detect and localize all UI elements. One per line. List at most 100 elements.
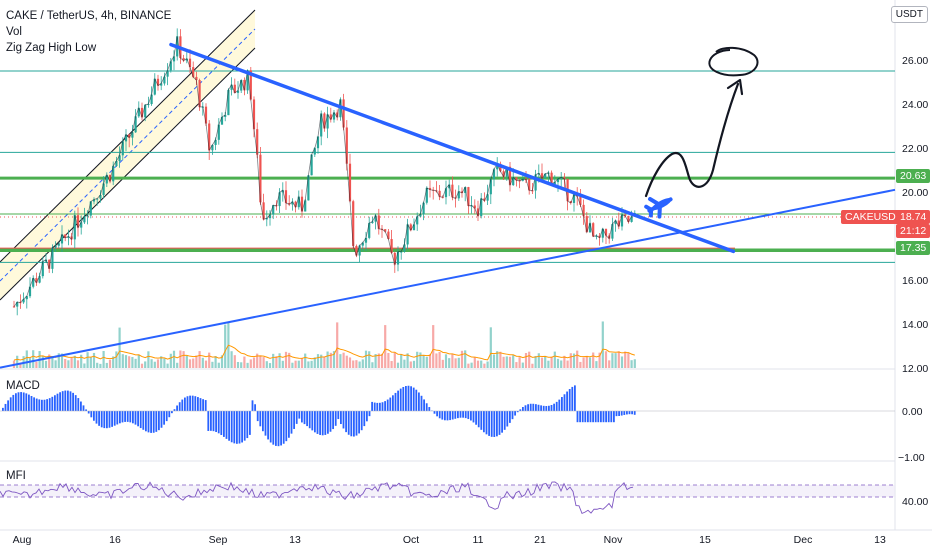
macd-bar <box>399 388 402 411</box>
mfi-band <box>0 485 895 497</box>
symbol-title[interactable]: CAKE / TetherUS, 4h, BINANCE <box>6 10 172 22</box>
macd-bar <box>171 411 173 414</box>
candle <box>326 106 329 139</box>
candle <box>371 216 374 224</box>
volume-bar <box>265 361 268 368</box>
volume-bar <box>252 357 256 368</box>
candle <box>115 156 118 168</box>
candle <box>307 175 310 201</box>
candle <box>96 198 99 206</box>
candle <box>54 241 57 252</box>
volume-bar <box>332 351 336 368</box>
candle <box>470 196 473 214</box>
macd-bar <box>121 411 124 423</box>
macd-bar <box>589 411 592 423</box>
time-axis-tick: 16 <box>109 534 121 546</box>
macd-bar <box>243 411 246 441</box>
candle <box>406 218 409 250</box>
macd-bar <box>436 411 438 417</box>
macd-histogram <box>2 385 636 447</box>
volume-bar <box>492 354 496 368</box>
time-axis-tick: 15 <box>699 534 711 546</box>
volume-bar <box>278 353 281 368</box>
volume-bar <box>396 362 400 368</box>
airplane-icon <box>644 196 673 219</box>
macd-bar <box>262 411 264 432</box>
volume-bar <box>128 356 131 368</box>
macd-bar <box>555 401 558 411</box>
macd-bar <box>368 411 371 417</box>
volume-bar <box>195 355 198 368</box>
macd-bar <box>340 411 342 425</box>
volume-bar <box>592 352 595 368</box>
candle <box>508 162 512 192</box>
macd-bar <box>306 411 308 427</box>
macd-bar <box>540 405 542 411</box>
volume-bar <box>364 350 368 368</box>
candle <box>284 181 288 210</box>
volume-bar <box>409 361 412 368</box>
time-axis-tick: Nov <box>604 534 623 546</box>
macd-bar <box>464 411 467 419</box>
macd-bar <box>550 405 553 411</box>
macd-bar <box>106 411 108 429</box>
candle <box>153 73 156 96</box>
time-axis-tick: 13 <box>874 534 886 546</box>
volume-bar <box>620 356 624 368</box>
volume-bar <box>617 351 620 368</box>
macd-bar <box>210 411 212 431</box>
chart-legend: CAKE / TetherUS, 4h, BINANCE Vol Zig Zag… <box>6 8 171 56</box>
volume-bar <box>99 363 102 368</box>
candle <box>358 244 361 263</box>
volume-bar <box>179 350 182 368</box>
volume-bar <box>275 356 278 368</box>
macd-bar <box>251 400 254 411</box>
volume-bar <box>44 360 48 368</box>
volume-bar <box>70 357 73 368</box>
time-axis-tick: Oct <box>403 534 419 546</box>
macd-bar <box>506 411 509 427</box>
macd-pane-label[interactable]: MACD <box>6 380 40 392</box>
projection-path[interactable] <box>644 82 740 198</box>
price-axis-tick: 14.00 <box>902 319 928 331</box>
last-price-tag: 18.74 <box>896 210 931 224</box>
macd-bar <box>493 411 496 437</box>
macd-bar <box>477 411 480 428</box>
zigzag-indicator-label[interactable]: Zig Zag High Low <box>6 42 97 54</box>
candle <box>259 146 262 205</box>
volume-bar <box>556 358 560 368</box>
mfi-pane-label[interactable]: MFI <box>6 470 26 482</box>
volume-bar <box>28 358 32 368</box>
time-axis-tick: 11 <box>473 534 484 546</box>
target-circle-icon[interactable] <box>708 46 759 77</box>
macd-bar <box>98 411 100 426</box>
macd-bar <box>124 411 126 422</box>
volume-bar <box>550 356 553 368</box>
macd-bar <box>594 411 597 423</box>
volume-bar <box>140 363 144 368</box>
candle <box>428 180 432 198</box>
time-axis[interactable]: Aug 16 Sep 13 Oct 11 21 Nov 15 Dec 13 <box>13 534 886 546</box>
candles <box>12 28 636 316</box>
volume-bar <box>60 353 64 368</box>
macd-bar <box>85 409 87 411</box>
macd-bar <box>628 411 631 415</box>
currency-button[interactable]: USDT <box>890 6 928 23</box>
ascending-trendline[interactable] <box>0 188 896 369</box>
macd-bar <box>241 411 243 443</box>
vol-indicator-label[interactable]: Vol <box>6 26 22 38</box>
macd-bar <box>59 392 61 411</box>
candle <box>364 231 368 252</box>
descending-trendline[interactable] <box>169 42 736 254</box>
volume-bar <box>204 360 208 368</box>
macd-bar <box>207 411 210 431</box>
candle <box>300 189 304 218</box>
candle <box>585 211 588 233</box>
macd-bar <box>137 411 139 427</box>
candle <box>316 136 320 154</box>
candle <box>604 228 608 244</box>
volume-bar <box>288 352 291 368</box>
volume-bar <box>448 358 451 368</box>
price-axis[interactable]: 26.00 24.00 22.00 20.00 16.00 14.00 12.00 <box>902 55 928 375</box>
